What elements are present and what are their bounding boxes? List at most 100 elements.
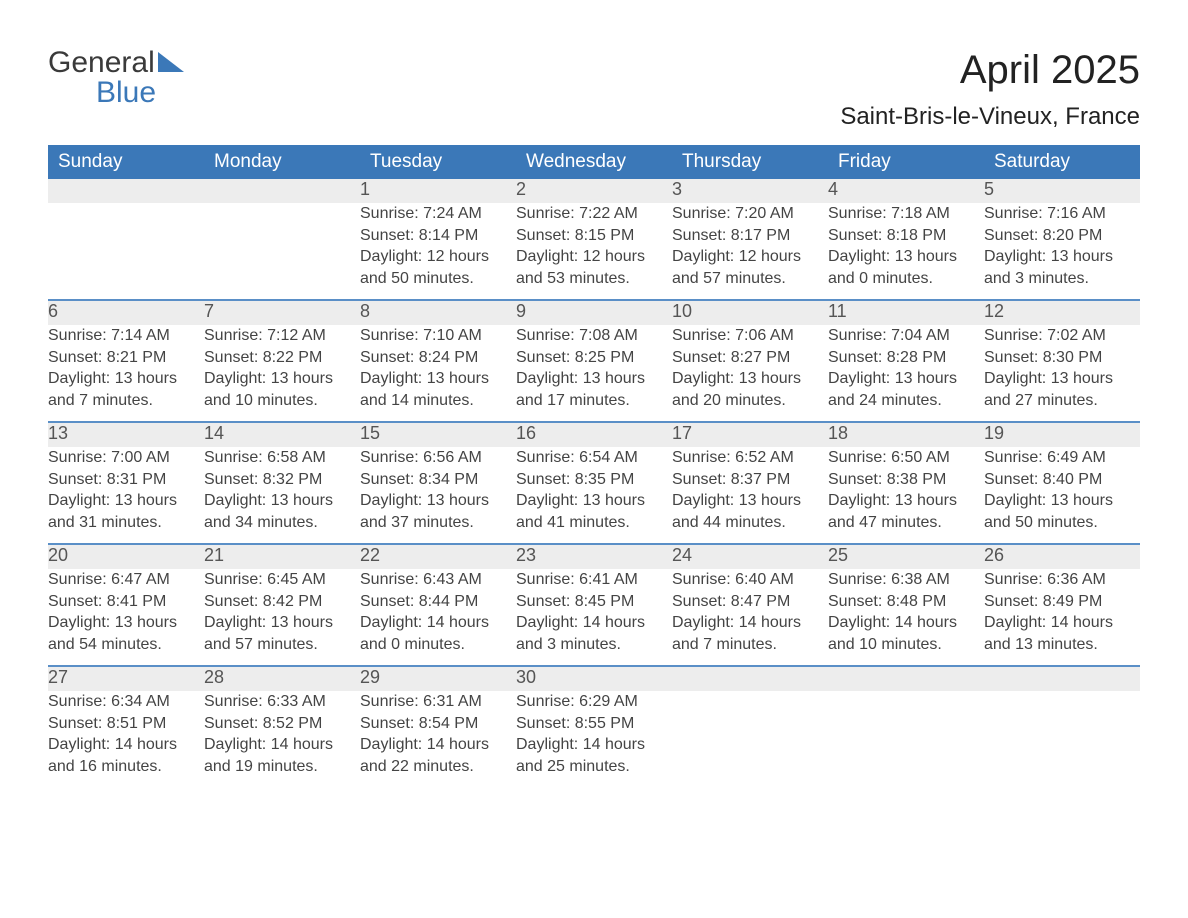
day-number-cell: 14 (204, 423, 360, 447)
day-content-row: Sunrise: 7:00 AMSunset: 8:31 PMDaylight:… (48, 447, 1140, 544)
daylight1-text: Daylight: 14 hours (360, 734, 516, 756)
location-label: Saint-Bris-le-Vineux, France (840, 103, 1140, 131)
daylight1-text: Daylight: 13 hours (48, 490, 204, 512)
daylight2-text: and 57 minutes. (672, 268, 828, 290)
sunset-text: Sunset: 8:14 PM (360, 225, 516, 247)
sunrise-text: Sunrise: 7:00 AM (48, 447, 204, 469)
daylight2-text: and 53 minutes. (516, 268, 672, 290)
day-number-cell: 12 (984, 301, 1140, 325)
sunrise-text: Sunrise: 6:50 AM (828, 447, 984, 469)
day-number-cell: 11 (828, 301, 984, 325)
daylight1-text: Daylight: 14 hours (516, 734, 672, 756)
daylight2-text: and 41 minutes. (516, 512, 672, 534)
daylight2-text: and 44 minutes. (672, 512, 828, 534)
sunrise-text: Sunrise: 6:49 AM (984, 447, 1140, 469)
day-content-cell: Sunrise: 6:52 AMSunset: 8:37 PMDaylight:… (672, 447, 828, 544)
day-content-row: Sunrise: 7:14 AMSunset: 8:21 PMDaylight:… (48, 325, 1140, 422)
daylight1-text: Daylight: 13 hours (828, 490, 984, 512)
daylight1-text: Daylight: 13 hours (516, 490, 672, 512)
sunrise-text: Sunrise: 6:31 AM (360, 691, 516, 713)
sunset-text: Sunset: 8:31 PM (48, 469, 204, 491)
sunrise-text: Sunrise: 6:33 AM (204, 691, 360, 713)
daylight1-text: Daylight: 14 hours (360, 612, 516, 634)
sunset-text: Sunset: 8:30 PM (984, 347, 1140, 369)
day-number-cell: 20 (48, 545, 204, 569)
daylight1-text: Daylight: 14 hours (984, 612, 1140, 634)
sunrise-text: Sunrise: 6:56 AM (360, 447, 516, 469)
day-content-cell: Sunrise: 7:08 AMSunset: 8:25 PMDaylight:… (516, 325, 672, 422)
day-content-cell: Sunrise: 7:20 AMSunset: 8:17 PMDaylight:… (672, 203, 828, 300)
daylight1-text: Daylight: 13 hours (204, 612, 360, 634)
sunrise-text: Sunrise: 6:47 AM (48, 569, 204, 591)
daylight2-text: and 0 minutes. (360, 634, 516, 656)
daylight1-text: Daylight: 14 hours (204, 734, 360, 756)
day-number-row: 12345 (48, 179, 1140, 203)
sunrise-text: Sunrise: 7:16 AM (984, 203, 1140, 225)
day-number-cell (204, 179, 360, 203)
sunrise-text: Sunrise: 7:08 AM (516, 325, 672, 347)
weekday-header: Tuesday (360, 145, 516, 179)
day-content-cell: Sunrise: 7:10 AMSunset: 8:24 PMDaylight:… (360, 325, 516, 422)
sunset-text: Sunset: 8:35 PM (516, 469, 672, 491)
weekday-header: Saturday (984, 145, 1140, 179)
day-content-cell (984, 691, 1140, 787)
sunset-text: Sunset: 8:17 PM (672, 225, 828, 247)
sunrise-text: Sunrise: 7:22 AM (516, 203, 672, 225)
sunrise-text: Sunrise: 7:24 AM (360, 203, 516, 225)
sunset-text: Sunset: 8:18 PM (828, 225, 984, 247)
day-number-cell: 26 (984, 545, 1140, 569)
sunrise-text: Sunrise: 6:54 AM (516, 447, 672, 469)
day-number-cell: 19 (984, 423, 1140, 447)
sunset-text: Sunset: 8:37 PM (672, 469, 828, 491)
day-number-cell: 25 (828, 545, 984, 569)
day-number-cell: 5 (984, 179, 1140, 203)
sunrise-text: Sunrise: 7:20 AM (672, 203, 828, 225)
sunset-text: Sunset: 8:27 PM (672, 347, 828, 369)
day-content-cell: Sunrise: 6:34 AMSunset: 8:51 PMDaylight:… (48, 691, 204, 787)
header-bar: General Blue April 2025 Saint-Bris-le-Vi… (48, 48, 1140, 145)
sunset-text: Sunset: 8:38 PM (828, 469, 984, 491)
day-number-cell: 6 (48, 301, 204, 325)
daylight2-text: and 47 minutes. (828, 512, 984, 534)
daylight1-text: Daylight: 12 hours (516, 246, 672, 268)
sunset-text: Sunset: 8:41 PM (48, 591, 204, 613)
daylight2-text: and 0 minutes. (828, 268, 984, 290)
day-number-cell: 24 (672, 545, 828, 569)
day-number-cell (48, 179, 204, 203)
sunset-text: Sunset: 8:52 PM (204, 713, 360, 735)
sunrise-text: Sunrise: 7:06 AM (672, 325, 828, 347)
month-title: April 2025 (840, 48, 1140, 93)
weekday-header: Thursday (672, 145, 828, 179)
daylight2-text: and 34 minutes. (204, 512, 360, 534)
sunrise-text: Sunrise: 6:40 AM (672, 569, 828, 591)
day-content-cell: Sunrise: 7:18 AMSunset: 8:18 PMDaylight:… (828, 203, 984, 300)
weekday-header: Monday (204, 145, 360, 179)
calendar-table: Sunday Monday Tuesday Wednesday Thursday… (48, 145, 1140, 787)
brand-triangle-icon (158, 52, 184, 72)
sunset-text: Sunset: 8:51 PM (48, 713, 204, 735)
calendar-page: General Blue April 2025 Saint-Bris-le-Vi… (0, 0, 1188, 918)
sunrise-text: Sunrise: 7:12 AM (204, 325, 360, 347)
day-number-cell: 27 (48, 667, 204, 691)
day-content-cell: Sunrise: 7:04 AMSunset: 8:28 PMDaylight:… (828, 325, 984, 422)
day-number-row: 27282930 (48, 667, 1140, 691)
sunset-text: Sunset: 8:44 PM (360, 591, 516, 613)
daylight2-text: and 22 minutes. (360, 756, 516, 778)
daylight1-text: Daylight: 13 hours (672, 490, 828, 512)
day-content-cell: Sunrise: 6:33 AMSunset: 8:52 PMDaylight:… (204, 691, 360, 787)
daylight2-text: and 3 minutes. (516, 634, 672, 656)
brand-logo: General Blue (48, 48, 184, 108)
daylight1-text: Daylight: 13 hours (360, 368, 516, 390)
sunrise-text: Sunrise: 7:02 AM (984, 325, 1140, 347)
sunset-text: Sunset: 8:25 PM (516, 347, 672, 369)
brand-blue: Blue (96, 78, 156, 108)
day-content-cell (828, 691, 984, 787)
sunrise-text: Sunrise: 6:36 AM (984, 569, 1140, 591)
day-content-cell: Sunrise: 7:06 AMSunset: 8:27 PMDaylight:… (672, 325, 828, 422)
sunrise-text: Sunrise: 6:34 AM (48, 691, 204, 713)
day-number-cell: 1 (360, 179, 516, 203)
day-number-cell: 13 (48, 423, 204, 447)
day-number-cell: 22 (360, 545, 516, 569)
day-content-row: Sunrise: 6:34 AMSunset: 8:51 PMDaylight:… (48, 691, 1140, 787)
calendar-body: 12345Sunrise: 7:24 AMSunset: 8:14 PMDayl… (48, 179, 1140, 787)
